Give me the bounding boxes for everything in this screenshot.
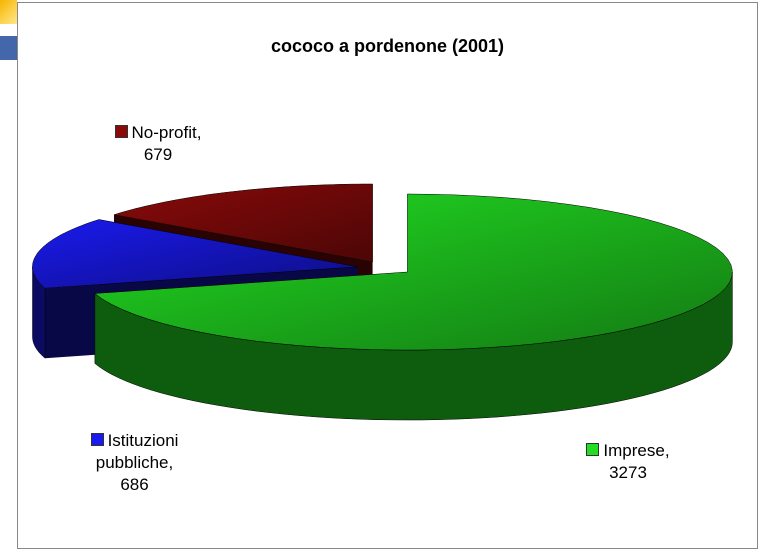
legend-key — [90, 433, 104, 446]
slice — [32, 219, 358, 289]
label-value: 3273 — [609, 463, 647, 482]
corner-accent — [0, 0, 17, 24]
label-category: Istituzioni pubbliche — [95, 431, 179, 472]
side-accent — [0, 36, 17, 60]
label-separator: , — [196, 123, 202, 142]
label-value: 679 — [143, 145, 173, 164]
label-category: Imprese — [603, 441, 665, 460]
legend-key — [114, 125, 128, 138]
label-separator: , — [664, 441, 670, 460]
label-separator: , — [168, 453, 174, 472]
label-category: No-profit — [131, 123, 197, 142]
chart-title: cococo a pordenone (2001) — [270, 36, 505, 56]
label-value: 686 — [120, 475, 149, 494]
legend-key — [586, 443, 600, 456]
data-label: No-profit, 679 — [98, 122, 218, 166]
data-label: Istituzioni pubbliche, 686 — [62, 430, 207, 496]
slice — [113, 183, 373, 263]
data-label: Imprese, 3273 — [568, 440, 688, 484]
slice — [94, 193, 733, 351]
